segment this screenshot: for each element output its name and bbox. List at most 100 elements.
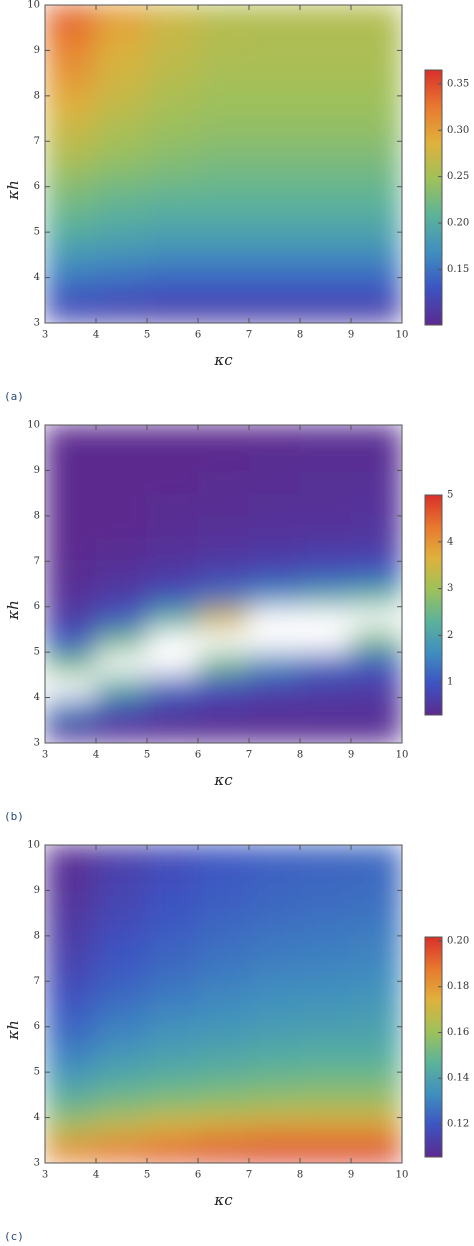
cell bbox=[95, 1048, 148, 1073]
x-tick-label: 10 bbox=[396, 330, 409, 341]
cell bbox=[95, 5, 148, 29]
cell bbox=[197, 719, 250, 743]
y-tick-label: 5 bbox=[34, 647, 40, 658]
cell bbox=[350, 958, 402, 982]
cell bbox=[248, 912, 301, 937]
colorbar-tick-label: 0.20 bbox=[447, 935, 469, 946]
cell bbox=[197, 492, 250, 517]
cell bbox=[45, 95, 97, 120]
cell bbox=[146, 231, 199, 256]
cell bbox=[45, 1003, 97, 1028]
colorbar-tick-label: 0.14 bbox=[447, 1073, 469, 1084]
x-tick-label: 6 bbox=[195, 330, 201, 341]
cell bbox=[299, 697, 352, 721]
cell bbox=[197, 5, 250, 29]
cell bbox=[146, 515, 199, 540]
cell bbox=[197, 186, 250, 210]
cell bbox=[350, 719, 402, 743]
cell bbox=[45, 163, 97, 188]
cell bbox=[299, 845, 352, 869]
cell bbox=[248, 606, 301, 630]
cell bbox=[248, 889, 301, 914]
cell bbox=[350, 27, 402, 51]
cell bbox=[197, 560, 250, 585]
cell bbox=[197, 163, 250, 188]
x-tick-label: 3 bbox=[42, 750, 48, 761]
cell bbox=[350, 867, 402, 891]
cell bbox=[146, 492, 199, 517]
cell bbox=[45, 1048, 97, 1073]
cell bbox=[197, 651, 250, 676]
cell bbox=[45, 538, 97, 562]
cell bbox=[45, 118, 97, 142]
cell bbox=[248, 186, 301, 210]
cell bbox=[197, 538, 250, 562]
cell bbox=[45, 1139, 97, 1163]
x-tick-label: 3 bbox=[42, 1170, 48, 1181]
cell bbox=[146, 49, 199, 74]
cell bbox=[45, 425, 97, 449]
colorbar-tick-label: 0.18 bbox=[447, 981, 469, 992]
cell bbox=[248, 72, 301, 97]
cell bbox=[146, 1117, 199, 1141]
cell bbox=[146, 1048, 199, 1073]
cell bbox=[45, 208, 97, 233]
y-tick-label: 9 bbox=[34, 885, 40, 896]
x-tick-label: 3 bbox=[42, 330, 48, 341]
cell bbox=[95, 538, 148, 562]
cell bbox=[45, 49, 97, 74]
x-tick-label: 10 bbox=[396, 1170, 409, 1181]
x-axis-label: κc bbox=[213, 1191, 233, 1209]
cell bbox=[146, 1003, 199, 1028]
cell bbox=[45, 27, 97, 51]
y-tick-label: 4 bbox=[34, 692, 40, 703]
cell bbox=[248, 845, 301, 869]
x-tick-label: 5 bbox=[144, 1170, 150, 1181]
cell bbox=[45, 515, 97, 540]
cell bbox=[45, 277, 97, 301]
cell bbox=[197, 889, 250, 914]
cell bbox=[350, 49, 402, 74]
cell bbox=[95, 118, 148, 142]
cell bbox=[248, 560, 301, 585]
cell bbox=[248, 867, 301, 891]
cell bbox=[45, 299, 97, 323]
cell bbox=[248, 95, 301, 120]
cell bbox=[95, 628, 148, 653]
cell bbox=[95, 27, 148, 51]
cell bbox=[45, 1026, 97, 1050]
cell bbox=[146, 651, 199, 676]
cell bbox=[197, 845, 250, 869]
cell bbox=[350, 1071, 402, 1096]
cell bbox=[350, 118, 402, 142]
x-tick-label: 6 bbox=[195, 1170, 201, 1181]
cell bbox=[350, 515, 402, 540]
cell bbox=[45, 1071, 97, 1096]
cell bbox=[350, 538, 402, 562]
cell bbox=[299, 72, 352, 97]
cell bbox=[350, 1003, 402, 1028]
cell bbox=[95, 560, 148, 585]
cell bbox=[146, 1139, 199, 1163]
cell bbox=[248, 1071, 301, 1096]
cell bbox=[248, 254, 301, 279]
cell bbox=[350, 231, 402, 256]
cell bbox=[299, 719, 352, 743]
cell bbox=[146, 958, 199, 982]
x-tick-label: 8 bbox=[297, 330, 303, 341]
cell bbox=[350, 163, 402, 188]
cell bbox=[197, 95, 250, 120]
x-tick-label: 10 bbox=[396, 750, 409, 761]
cell bbox=[248, 538, 301, 562]
cell bbox=[299, 299, 352, 323]
cell bbox=[95, 1139, 148, 1163]
cell bbox=[350, 5, 402, 29]
cell bbox=[299, 95, 352, 120]
density-cells bbox=[45, 845, 402, 1163]
cell bbox=[248, 1139, 301, 1163]
panel: 3 4 5 6 7 8 9 10 3 4 5 6 7 8 9 10 κc κh 1 2 3 4 5 (b) bbox=[4, 420, 453, 824]
cell bbox=[248, 1117, 301, 1141]
cell bbox=[95, 1003, 148, 1028]
cell bbox=[95, 95, 148, 120]
cell bbox=[350, 583, 402, 608]
